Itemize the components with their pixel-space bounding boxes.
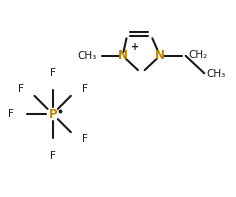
Text: F: F — [82, 84, 88, 94]
Text: +: + — [131, 42, 139, 52]
Text: F: F — [50, 151, 56, 161]
Text: F: F — [82, 134, 88, 144]
Text: F: F — [8, 109, 14, 119]
Text: N: N — [118, 49, 128, 62]
Text: CH₃: CH₃ — [207, 69, 226, 79]
Text: CH₃: CH₃ — [78, 51, 97, 61]
Text: CH₂: CH₂ — [188, 50, 207, 60]
Text: F: F — [50, 68, 56, 78]
Text: N: N — [155, 49, 165, 62]
Text: F: F — [18, 84, 24, 94]
Text: P: P — [48, 108, 57, 121]
